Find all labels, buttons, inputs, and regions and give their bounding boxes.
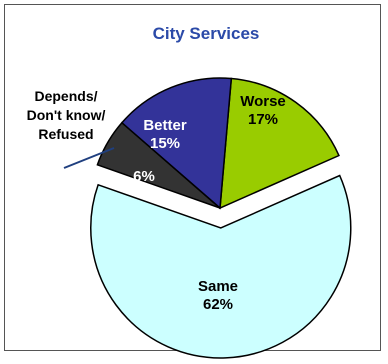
slice-name-label: Same xyxy=(198,278,238,295)
slice-name-label: Worse xyxy=(240,93,286,110)
chart-title: City Services xyxy=(153,24,260,43)
pie-slice-worse xyxy=(219,77,340,210)
slice-value-label: 17% xyxy=(248,111,278,128)
slice-callout-label: Depends/Don't know/Refused xyxy=(27,88,106,142)
slice-value-label: 62% xyxy=(203,296,233,313)
pie-slice-same xyxy=(90,174,352,359)
slice-value-label: 15% xyxy=(150,135,180,152)
callout-line xyxy=(63,147,115,169)
pie-slice-better xyxy=(120,77,233,210)
slice-value-label: 6% xyxy=(133,168,155,185)
slice-name-label: Better xyxy=(143,117,187,134)
pie-slices xyxy=(90,77,352,359)
